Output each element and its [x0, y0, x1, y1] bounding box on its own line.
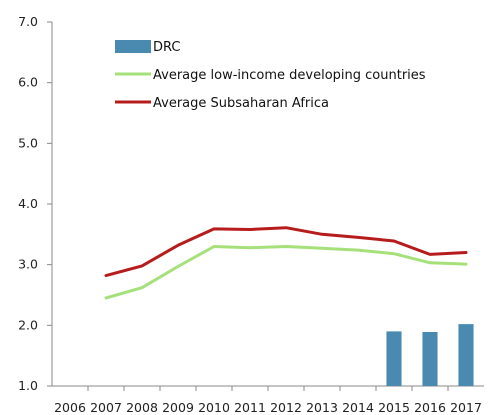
x-tick-label: 2016	[414, 400, 446, 415]
x-tick-label: 2010	[198, 400, 230, 415]
x-tick-label: 2007	[90, 400, 122, 415]
bar-drc	[422, 332, 438, 386]
y-tick-label: 6.0	[18, 75, 38, 90]
legend-swatch-bar	[115, 40, 151, 53]
y-tick-label: 5.0	[18, 135, 38, 150]
y-tick-label: 3.0	[18, 257, 38, 272]
legend-item: Average Subsaharan Africa	[115, 96, 329, 111]
x-tick-labels: 2006 2007 2008 2009 2010 2011 2012 2013 2014 2015…	[54, 400, 482, 415]
x-tick-label: 2012	[270, 400, 302, 415]
x-tick-label: 2015	[378, 400, 410, 415]
x-tick-label: 2017	[450, 400, 482, 415]
x-tick-label: 2009	[162, 400, 194, 415]
bars	[386, 324, 474, 386]
x-tick-label: 2008	[126, 400, 158, 415]
bar-drc	[458, 324, 474, 386]
bar-drc	[386, 331, 402, 386]
x-tick-label: 2014	[342, 400, 374, 415]
legend-label: Average low-income developing countries	[153, 68, 426, 83]
line-series-1	[104, 245, 468, 300]
y-tick-label: 4.0	[18, 196, 38, 211]
legend-item: DRC	[115, 40, 180, 55]
x-tick-label: 2013	[306, 400, 338, 415]
x-tick-label: 2011	[234, 400, 266, 415]
y-tick-label: 7.0	[18, 14, 38, 29]
legend-label: DRC	[153, 40, 180, 55]
legend-item: Average low-income developing countries	[115, 68, 426, 83]
y-tick-label: 2.0	[18, 317, 38, 332]
x-tick-label: 2006	[54, 400, 86, 415]
y-tick-label: 1.0	[18, 378, 38, 393]
axes	[47, 21, 484, 391]
line-series-2	[104, 226, 468, 278]
legend: DRC Average low-income developing countri…	[115, 40, 426, 111]
y-tick-labels: 1.0 2.0 3.0 4.0 5.0 6.0 7.0	[18, 14, 38, 393]
lines	[104, 226, 468, 300]
legend-label: Average Subsaharan Africa	[153, 96, 329, 111]
